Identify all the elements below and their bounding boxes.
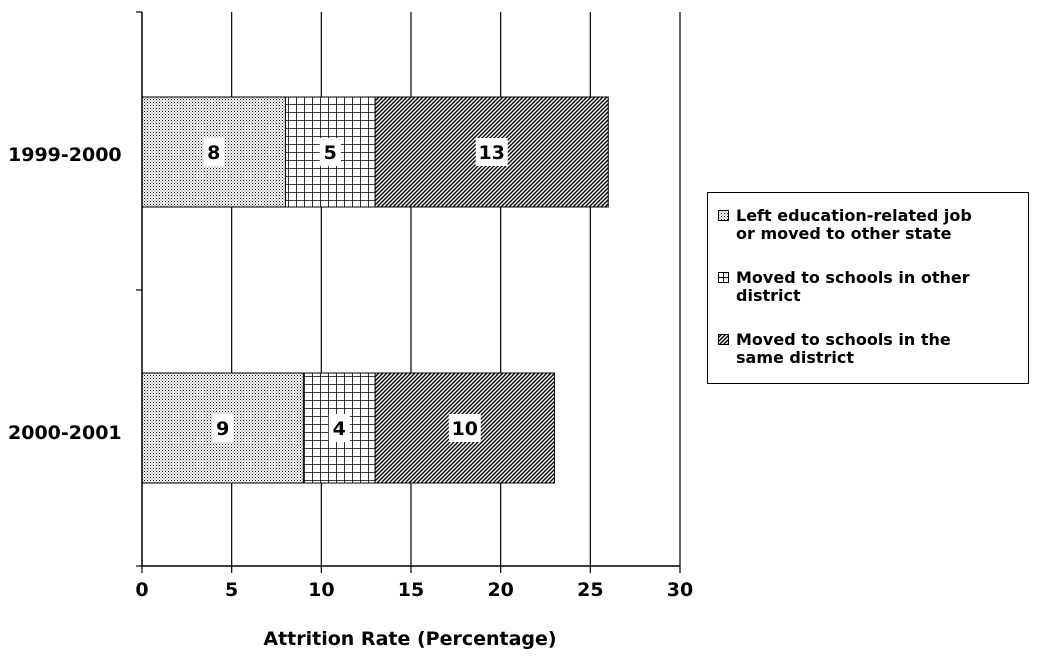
- legend-text-line2: district: [736, 286, 801, 305]
- x-tick-label: 25: [577, 579, 603, 601]
- data-label-bg: [328, 414, 350, 442]
- category-label-2000-2001: 2000-2001: [8, 422, 122, 444]
- data-label-bg: [448, 414, 481, 442]
- data-label: 5: [324, 142, 337, 164]
- x-tick-label: 10: [308, 579, 334, 601]
- x-tick-label: 5: [225, 579, 238, 601]
- x-axis-title: Attrition Rate (Percentage): [263, 628, 557, 650]
- data-label-bg: [475, 138, 508, 166]
- category-label-1999-2000: 1999-2000: [8, 144, 122, 166]
- data-label-bg: [203, 138, 225, 166]
- data-label: 9: [216, 418, 229, 440]
- legend-text-line2: or moved to other state: [736, 224, 952, 243]
- legend-text-line1: Moved to schools in other: [736, 268, 970, 287]
- legend-text-line1: Left education-related job: [736, 206, 972, 225]
- data-label-bg: [319, 138, 341, 166]
- data-label: 8: [207, 142, 220, 164]
- legend-text-line1: Moved to schools in the: [736, 330, 951, 349]
- diagonal-pattern-icon: [718, 334, 729, 345]
- bar-segment: [141, 96, 286, 208]
- grid-pattern-icon: [718, 272, 729, 283]
- data-label: 4: [333, 418, 346, 440]
- legend: Left education-related job or moved to o…: [707, 192, 1029, 384]
- dots-pattern-icon: [718, 210, 729, 221]
- x-tick-label: 0: [135, 579, 148, 601]
- legend-text-line2: same district: [736, 348, 855, 367]
- x-tick-label: 30: [667, 579, 693, 601]
- x-tick-label: 20: [487, 579, 513, 601]
- data-label-bg: [212, 414, 234, 442]
- x-tick-label: 15: [398, 579, 424, 601]
- data-label: 13: [478, 142, 504, 164]
- data-label: 10: [452, 418, 478, 440]
